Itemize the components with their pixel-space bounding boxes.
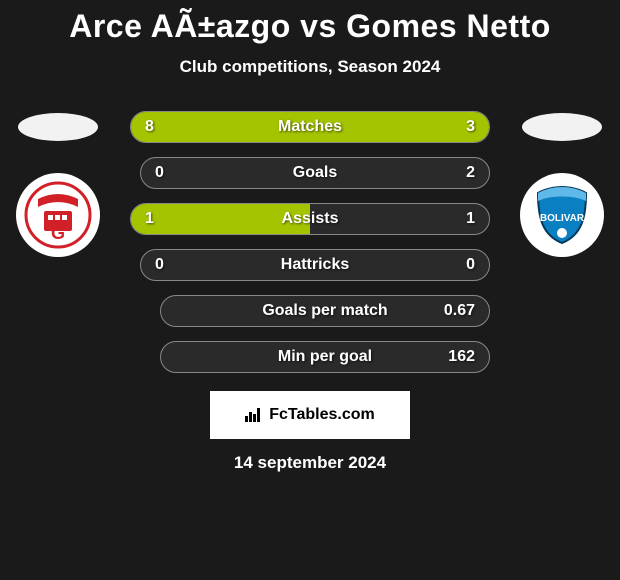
stat-bar: Min per goal 162 xyxy=(118,341,502,373)
stat-value-right: 2 xyxy=(466,164,475,182)
stat-value-right: 0 xyxy=(466,256,475,274)
infographic-container: Arce AÃ±azgo vs Gomes Netto Club competi… xyxy=(0,0,620,580)
main-area: G 8 Matches 3 0 Goals 2 1 Assists 1 0 Hattricks 0 Go… xyxy=(0,111,620,373)
stat-bar-track: Min per goal 162 xyxy=(160,341,490,373)
watermark-badge: FcTables.com xyxy=(210,391,410,439)
stat-bar: 0 Goals 2 xyxy=(118,157,502,189)
stat-value-right: 0.67 xyxy=(444,302,475,320)
stat-label: Assists xyxy=(282,210,339,228)
watermark-text: FcTables.com xyxy=(269,406,375,424)
stat-bars-column: 8 Matches 3 0 Goals 2 1 Assists 1 0 Hattricks 0 Goal… xyxy=(108,111,512,373)
stat-value-left: 1 xyxy=(145,210,154,228)
date-label: 14 september 2024 xyxy=(234,453,386,473)
stat-bar-track: 1 Assists 1 xyxy=(130,203,490,235)
stat-value-right: 3 xyxy=(466,118,475,136)
svg-text:G: G xyxy=(51,223,65,243)
stat-label: Hattricks xyxy=(281,256,349,274)
stat-bar-track: 8 Matches 3 xyxy=(130,111,490,143)
left-club-logo-icon: G xyxy=(24,181,92,249)
stat-value-left: 0 xyxy=(155,256,164,274)
right-flag-oval xyxy=(522,113,602,141)
stat-bar-track: Goals per match 0.67 xyxy=(160,295,490,327)
chart-icon xyxy=(245,406,263,425)
stat-bar-track: 0 Hattricks 0 xyxy=(140,249,490,281)
stat-bar: Goals per match 0.67 xyxy=(118,295,502,327)
left-team-column: G xyxy=(8,111,108,257)
stat-label: Goals xyxy=(293,164,337,182)
page-subtitle: Club competitions, Season 2024 xyxy=(180,57,441,77)
svg-text:BOLIVAR: BOLIVAR xyxy=(540,213,585,224)
stat-value-right: 162 xyxy=(448,348,475,366)
stat-bar: 8 Matches 3 xyxy=(118,111,502,143)
right-team-column: BOLIVAR xyxy=(512,111,612,257)
stat-value-left: 8 xyxy=(145,118,154,136)
page-title: Arce AÃ±azgo vs Gomes Netto xyxy=(69,8,551,45)
left-flag-oval xyxy=(18,113,98,141)
stat-label: Matches xyxy=(278,118,342,136)
stat-bar-track: 0 Goals 2 xyxy=(140,157,490,189)
stat-value-left: 0 xyxy=(155,164,164,182)
stat-bar: 0 Hattricks 0 xyxy=(118,249,502,281)
stat-bar: 1 Assists 1 xyxy=(118,203,502,235)
stat-label: Goals per match xyxy=(262,302,387,320)
left-club-badge: G xyxy=(16,173,100,257)
stat-label: Min per goal xyxy=(278,348,372,366)
right-club-logo-icon: BOLIVAR xyxy=(528,181,596,249)
stat-value-right: 1 xyxy=(466,210,475,228)
right-club-badge: BOLIVAR xyxy=(520,173,604,257)
